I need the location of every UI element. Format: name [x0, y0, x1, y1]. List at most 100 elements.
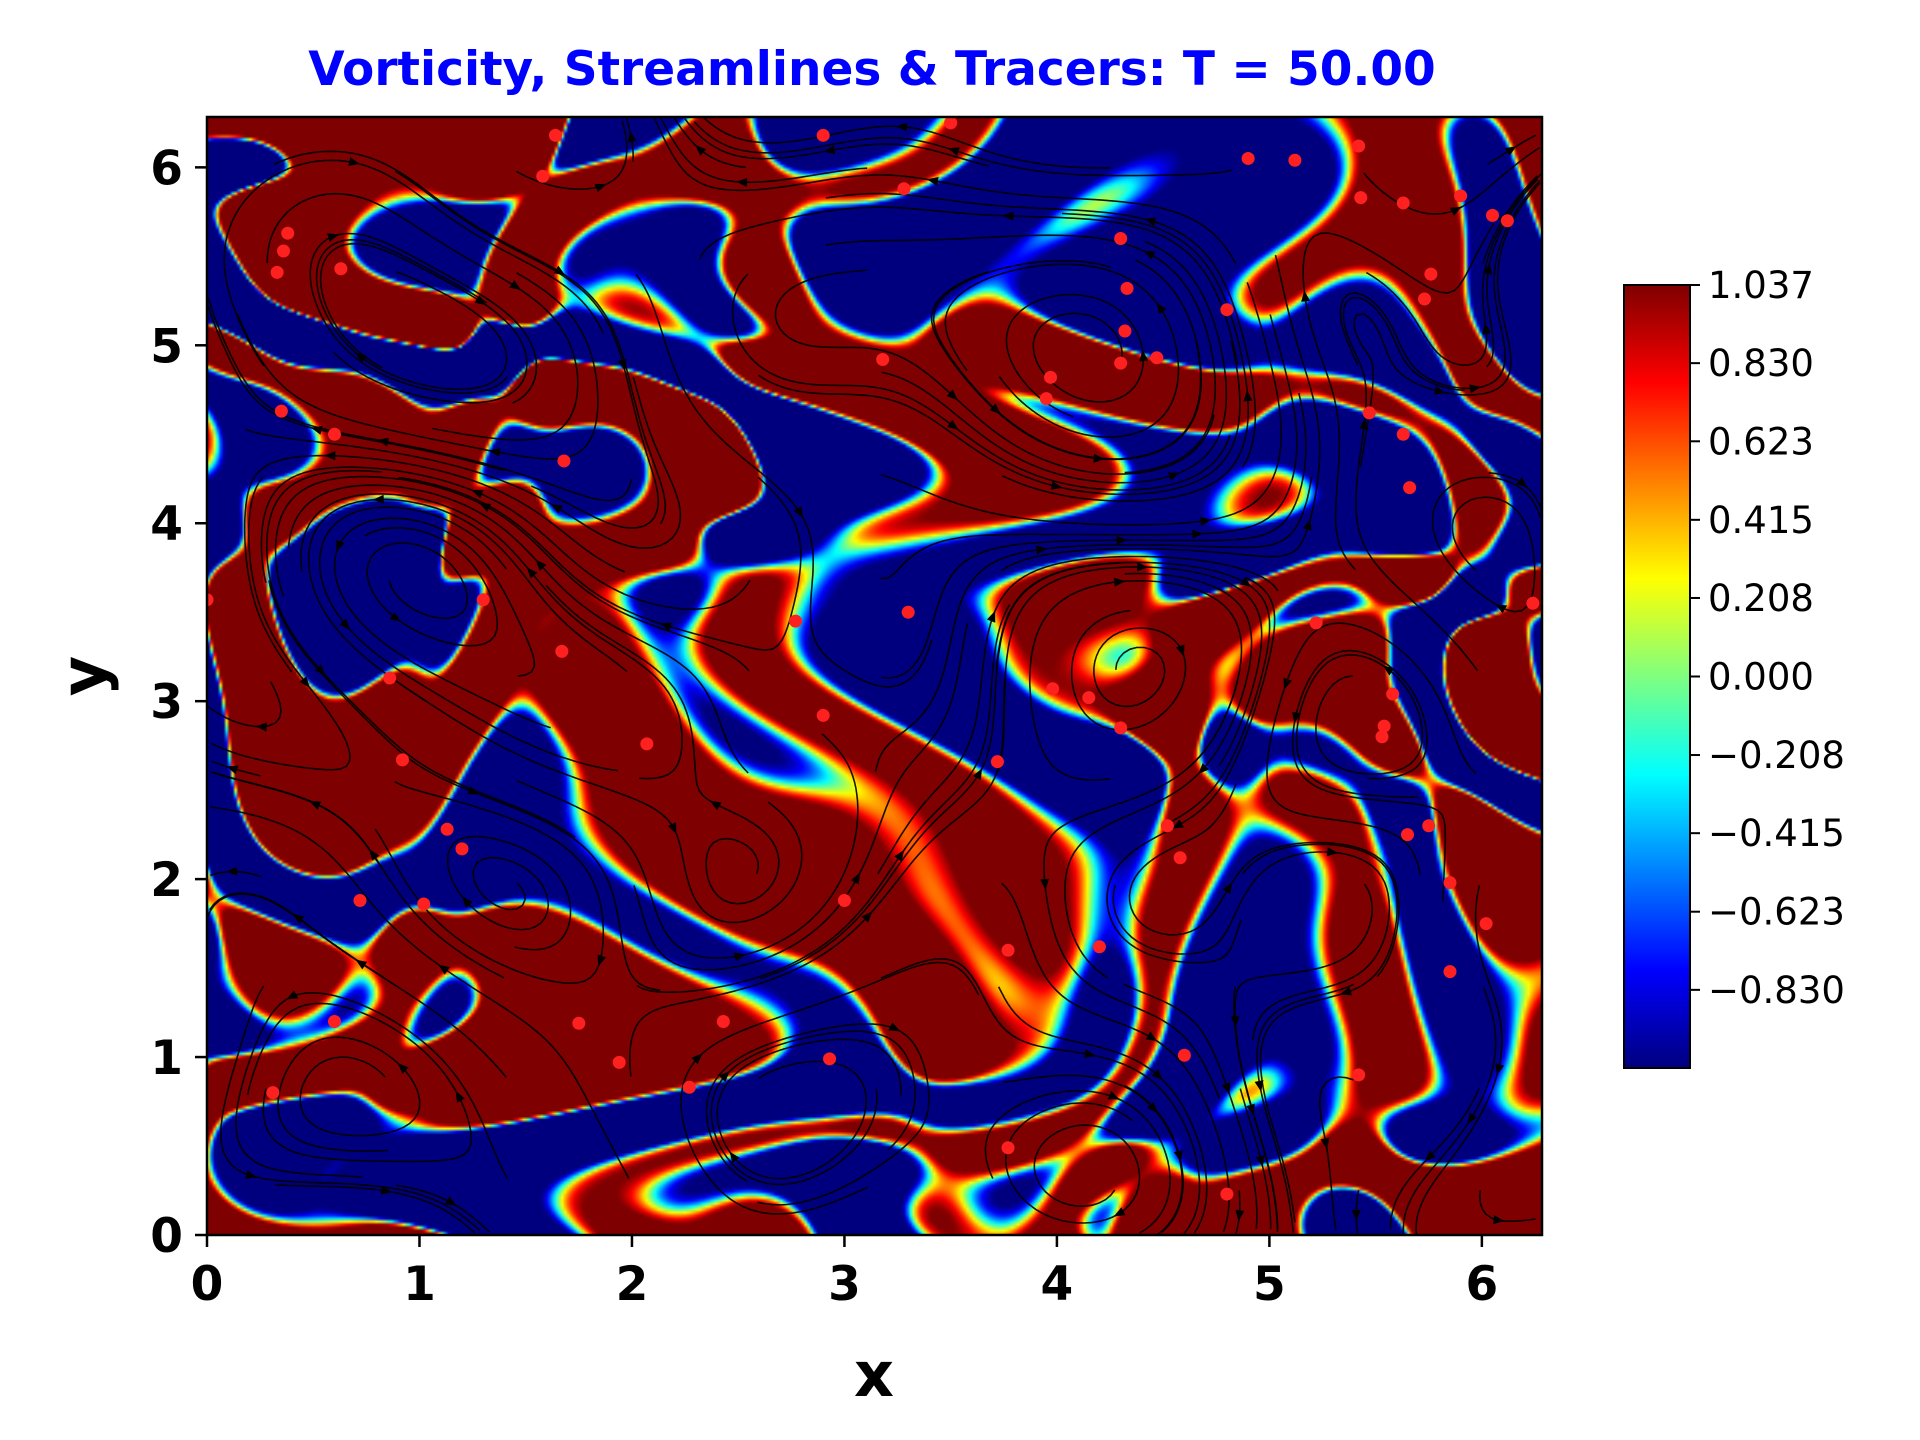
- tracer-point: [1417, 292, 1431, 306]
- tracer-point: [270, 265, 284, 279]
- streamline-arrow: [377, 437, 389, 447]
- tracer-point: [1375, 730, 1389, 744]
- streamline-arrow: [551, 504, 563, 514]
- tracer-point: [536, 169, 550, 183]
- tracer-point: [1177, 1048, 1191, 1062]
- streamline-arrow: [729, 1151, 740, 1164]
- streamline-arrow: [989, 403, 1001, 415]
- plot-area: [205, 115, 1544, 1237]
- streamline-arrow: [1221, 1082, 1231, 1095]
- streamline-arrow: [1144, 217, 1157, 227]
- tracer-point: [682, 1080, 696, 1094]
- tracer-point: [327, 427, 341, 441]
- x-tick-label: 0: [191, 1257, 224, 1312]
- tracer-point: [789, 614, 803, 628]
- streamline-arrow: [348, 157, 360, 166]
- streamline-arrow: [1192, 529, 1204, 539]
- streamline-arrow: [1303, 518, 1312, 531]
- tracer-point: [1092, 940, 1106, 954]
- tracer-point: [476, 593, 490, 607]
- streamline-arrow: [1035, 545, 1048, 555]
- streamline-arrow: [627, 130, 637, 143]
- streamline-arrow: [709, 800, 722, 811]
- vorticity-field: [207, 117, 1542, 1235]
- tracer-point: [1309, 616, 1323, 630]
- streamline-arrow: [1516, 477, 1528, 488]
- tracer-point: [1386, 687, 1400, 701]
- tracer-point: [944, 117, 958, 130]
- tracer-point: [1454, 189, 1468, 203]
- streamline-arrow: [1116, 535, 1128, 545]
- streamline-arrow: [455, 1090, 465, 1103]
- tracer-point: [1377, 719, 1391, 733]
- tracer-point: [837, 893, 851, 907]
- tracer-point: [1443, 876, 1457, 890]
- streamline-arrow: [1467, 1112, 1478, 1125]
- streamline-arrow: [972, 768, 983, 781]
- streamline-arrow: [947, 147, 960, 156]
- streamline-arrow: [526, 567, 538, 579]
- streamline-arrow: [372, 494, 385, 504]
- tracer-point: [1120, 281, 1134, 295]
- streamline-arrow: [823, 145, 836, 155]
- y-tick-label: 3: [150, 675, 183, 730]
- streamline-arrow: [733, 952, 746, 962]
- streamline-arrow: [339, 618, 351, 630]
- streamline-arrow: [1107, 1090, 1120, 1100]
- tracer-point: [716, 1014, 730, 1028]
- streamline-arrow: [1449, 206, 1462, 216]
- streamline-arrow: [1137, 562, 1149, 572]
- tracer-point: [1241, 151, 1255, 165]
- tracer-point: [823, 1052, 837, 1066]
- streamline-arrow: [695, 144, 707, 156]
- streamline-arrow: [380, 1185, 393, 1195]
- streamline-arrow: [286, 990, 299, 1000]
- streamline-arrow: [292, 913, 305, 924]
- tracer-point: [816, 128, 830, 142]
- streamline-arrow: [1359, 418, 1369, 430]
- y-tick-label: 1: [150, 1031, 183, 1086]
- streamline-arrow: [445, 1196, 457, 1206]
- tracer-point: [816, 708, 830, 722]
- tracer-point: [548, 128, 562, 142]
- x-tick-label: 3: [828, 1257, 861, 1312]
- streamline-arrow: [1235, 1209, 1245, 1222]
- streamline-arrow: [850, 872, 860, 885]
- tracer-point: [417, 897, 431, 911]
- colorbar-ticks: 1.037 0.830 0.623 0.415 0.208 0.000 −0.208 −0.4…: [1690, 264, 1845, 1012]
- tracer-point: [1114, 721, 1128, 735]
- tracer-point: [1526, 596, 1540, 610]
- streamline-arrow: [1147, 1101, 1158, 1114]
- streamline-arrow: [947, 419, 959, 430]
- streamline-arrow: [1199, 516, 1212, 526]
- tracer-point: [383, 671, 397, 685]
- streamline-arrow: [389, 611, 401, 622]
- streamline-arrow: [861, 911, 873, 923]
- y-tick-label: 5: [150, 319, 183, 374]
- streamline-arrow: [1113, 1207, 1126, 1217]
- tracer-point: [990, 755, 1004, 769]
- y-axis-label: y: [47, 656, 120, 696]
- streamline-arrow: [324, 451, 336, 461]
- streamline-arrow: [1326, 847, 1339, 857]
- streamline-arrow: [397, 1063, 409, 1074]
- streamline-arrow: [597, 954, 607, 967]
- tracer-point: [897, 182, 911, 196]
- colorbar-tick-label: −0.830: [1708, 969, 1845, 1012]
- tracer-point: [572, 1016, 586, 1030]
- streamline-arrow: [691, 1053, 703, 1065]
- tracer-point: [1403, 481, 1417, 495]
- x-tick-label: 5: [1253, 1257, 1286, 1312]
- tracers-layer: [207, 117, 1540, 1201]
- colorbar-tick-label: 0.830: [1708, 342, 1814, 385]
- colorbar-tick-label: 0.415: [1708, 499, 1814, 542]
- streamline-arrow: [1340, 986, 1353, 996]
- tracer-point: [1354, 191, 1368, 205]
- y-axis: 0 1 2 3 4 5 6: [150, 141, 207, 1264]
- streamline-arrow: [1351, 1210, 1361, 1222]
- streamline-arrow: [1173, 1150, 1183, 1162]
- streamline-arrow: [594, 183, 607, 193]
- streamline-arrow: [1495, 604, 1508, 614]
- tracer-point: [1401, 828, 1415, 842]
